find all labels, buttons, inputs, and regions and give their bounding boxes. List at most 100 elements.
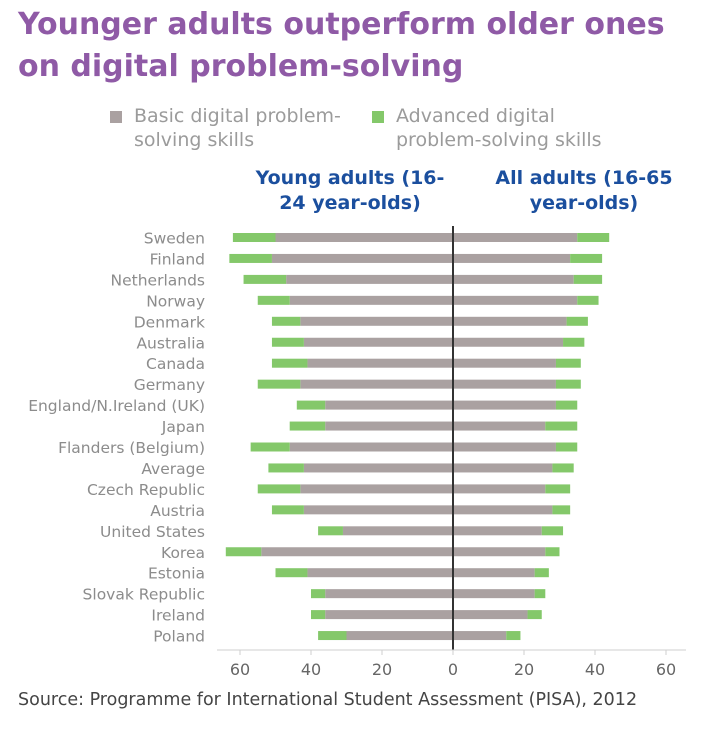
x-tick-label-1: 40 xyxy=(301,660,321,679)
x-tick-label-0: 60 xyxy=(230,660,250,679)
bar-young-advanced-sweden xyxy=(232,233,276,242)
bar-young-advanced-netherlands xyxy=(243,274,287,284)
category-label-slovak-republic: Slovak Republic xyxy=(83,586,205,604)
legend-swatch-advanced xyxy=(372,111,384,123)
category-label-england-n-ireland-uk: England/N.Ireland (UK) xyxy=(28,397,205,415)
bar-young-basic-denmark xyxy=(300,316,453,326)
bar-young-advanced-estonia xyxy=(275,568,308,578)
bar-young-basic-netherlands xyxy=(286,274,453,284)
bar-all-advanced-united-states xyxy=(541,526,564,536)
bar-all-advanced-korea xyxy=(545,547,560,557)
x-tick-label-3: 0 xyxy=(448,660,458,679)
bar-young-advanced-denmark xyxy=(271,316,301,326)
bar-young-basic-flanders-belgium xyxy=(289,442,453,452)
bar-young-basic-average xyxy=(303,463,453,473)
bar-all-advanced-norway xyxy=(577,295,599,305)
bar-young-advanced-flanders-belgium xyxy=(250,442,290,452)
bar-young-advanced-norway xyxy=(257,295,290,305)
x-tick-label-2: 20 xyxy=(372,660,392,679)
bar-all-advanced-canada xyxy=(555,358,581,368)
bar-all-basic-australia xyxy=(453,337,564,347)
bar-all-basic-germany xyxy=(453,379,556,389)
bar-young-advanced-finland xyxy=(229,253,272,263)
category-label-norway: Norway xyxy=(146,292,205,310)
bar-all-basic-norway xyxy=(453,295,578,305)
category-label-flanders-belgium: Flanders (Belgium) xyxy=(58,439,205,457)
bar-all-advanced-netherlands xyxy=(573,274,603,284)
x-tick-label-6: 60 xyxy=(656,660,676,679)
bar-all-basic-slovak-republic xyxy=(453,589,535,599)
bar-all-basic-austria xyxy=(453,505,553,515)
legend-item-advanced: Advanced digital problem-solving skills xyxy=(372,104,626,152)
bar-all-basic-united-states xyxy=(453,526,542,536)
bar-all-basic-netherlands xyxy=(453,274,574,284)
bar-young-basic-slovak-republic xyxy=(325,589,453,599)
bar-young-advanced-canada xyxy=(271,358,308,368)
category-label-czech-republic: Czech Republic xyxy=(87,481,205,499)
bar-all-advanced-slovak-republic xyxy=(534,589,546,599)
bar-young-basic-sweden xyxy=(275,233,453,242)
category-label-united-states: United States xyxy=(100,523,205,541)
bar-young-basic-canada xyxy=(307,358,453,368)
bar-all-basic-ireland xyxy=(453,610,528,620)
bar-young-advanced-average xyxy=(268,463,304,473)
bar-all-basic-finland xyxy=(453,253,571,263)
bar-young-basic-norway xyxy=(289,295,453,305)
bar-all-basic-canada xyxy=(453,358,556,368)
category-label-japan: Japan xyxy=(161,418,205,436)
category-label-poland: Poland xyxy=(153,628,205,646)
bar-all-advanced-austria xyxy=(552,505,571,515)
bar-all-advanced-poland xyxy=(506,631,521,641)
bar-young-advanced-korea xyxy=(225,547,262,557)
panel-title-young-adults: Young adults (16-24 year-olds) xyxy=(255,167,445,214)
category-label-sweden: Sweden xyxy=(144,230,205,248)
category-label-ireland: Ireland xyxy=(151,607,205,625)
legend-label-advanced: Advanced digital problem-solving skills xyxy=(396,105,602,151)
bar-all-advanced-australia xyxy=(563,337,585,347)
bar-all-basic-flanders-belgium xyxy=(453,442,556,452)
x-tick-label-5: 40 xyxy=(585,660,605,679)
bar-young-advanced-united-states xyxy=(318,526,343,536)
category-label-korea: Korea xyxy=(161,544,205,562)
category-label-estonia: Estonia xyxy=(148,565,205,583)
bar-all-basic-korea xyxy=(453,547,546,557)
bar-all-advanced-czech-republic xyxy=(545,484,571,494)
category-label-canada: Canada xyxy=(146,355,205,373)
chart-title: Younger adults outperform older ones on … xyxy=(18,7,665,84)
bar-all-basic-estonia xyxy=(453,568,535,578)
x-tick-label-4: 20 xyxy=(514,660,534,679)
bar-all-advanced-japan xyxy=(545,421,578,431)
bar-young-basic-germany xyxy=(300,379,453,389)
bar-young-basic-austria xyxy=(303,505,453,515)
bar-all-advanced-denmark xyxy=(566,316,588,326)
bar-young-advanced-austria xyxy=(271,505,304,515)
bar-young-advanced-czech-republic xyxy=(257,484,301,494)
bar-all-advanced-flanders-belgium xyxy=(555,442,578,452)
bar-all-advanced-finland xyxy=(570,253,603,263)
bar-young-basic-england-n-ireland-uk xyxy=(325,400,453,410)
category-label-germany: Germany xyxy=(134,376,205,394)
bar-all-basic-denmark xyxy=(453,316,567,326)
bar-all-advanced-germany xyxy=(555,379,581,389)
category-label-netherlands: Netherlands xyxy=(111,271,205,289)
legend-swatch-basic xyxy=(110,111,122,123)
bar-young-advanced-ireland xyxy=(311,610,326,620)
legend-label-basic: Basic digital problem-solving skills xyxy=(134,105,341,151)
source-note: Source: Programme for International Stud… xyxy=(18,690,638,710)
bar-young-basic-poland xyxy=(346,631,453,641)
bar-all-basic-poland xyxy=(453,631,507,641)
bar-all-advanced-england-n-ireland-uk xyxy=(555,400,578,410)
bar-all-basic-sweden xyxy=(453,233,578,242)
bar-young-basic-czech-republic xyxy=(300,484,453,494)
bar-young-advanced-germany xyxy=(257,379,301,389)
bar-all-advanced-ireland xyxy=(527,610,542,620)
bar-young-basic-estonia xyxy=(307,568,453,578)
category-label-average: Average xyxy=(141,460,205,478)
bar-all-basic-england-n-ireland-uk xyxy=(453,400,556,410)
bar-young-basic-finland xyxy=(271,253,453,263)
bar-all-advanced-estonia xyxy=(534,568,549,578)
category-label-australia: Australia xyxy=(136,334,205,352)
bar-all-basic-average xyxy=(453,463,553,473)
bar-young-advanced-slovak-republic xyxy=(311,589,326,599)
